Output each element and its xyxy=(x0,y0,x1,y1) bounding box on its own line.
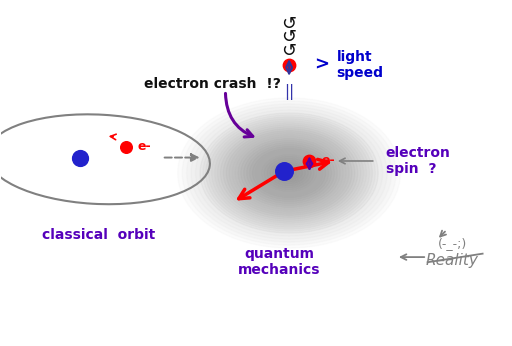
Circle shape xyxy=(244,143,334,203)
Circle shape xyxy=(241,140,337,206)
Circle shape xyxy=(267,158,311,188)
Circle shape xyxy=(264,156,314,190)
Point xyxy=(285,62,293,68)
Text: ↺: ↺ xyxy=(282,28,296,46)
Circle shape xyxy=(273,162,305,184)
Text: e-: e- xyxy=(138,140,152,153)
Circle shape xyxy=(285,170,293,176)
Circle shape xyxy=(276,164,302,182)
Text: >: > xyxy=(314,56,330,74)
Circle shape xyxy=(238,138,340,208)
Circle shape xyxy=(270,160,308,186)
Circle shape xyxy=(261,154,317,192)
Text: ↺: ↺ xyxy=(282,15,296,33)
Circle shape xyxy=(282,168,296,178)
Text: light
speed: light speed xyxy=(336,50,383,80)
Circle shape xyxy=(252,148,326,198)
Point xyxy=(280,169,288,174)
Text: classical  orbit: classical orbit xyxy=(42,228,155,242)
Text: electron crash  !?: electron crash !? xyxy=(144,77,281,91)
Circle shape xyxy=(279,166,300,180)
Text: ↺: ↺ xyxy=(282,42,296,60)
Point xyxy=(76,155,84,160)
Text: electron
spin  ?: electron spin ? xyxy=(386,146,451,176)
Circle shape xyxy=(259,152,320,194)
Point xyxy=(305,158,313,164)
Text: ||: || xyxy=(284,84,294,100)
Text: e-: e- xyxy=(321,154,335,167)
Circle shape xyxy=(250,146,329,200)
Circle shape xyxy=(255,150,323,196)
Text: quantum
mechanics: quantum mechanics xyxy=(238,247,320,277)
Point xyxy=(122,145,130,150)
Circle shape xyxy=(247,144,331,202)
Text: Reality: Reality xyxy=(425,253,479,268)
Text: (-_-;): (-_-;) xyxy=(437,237,466,250)
